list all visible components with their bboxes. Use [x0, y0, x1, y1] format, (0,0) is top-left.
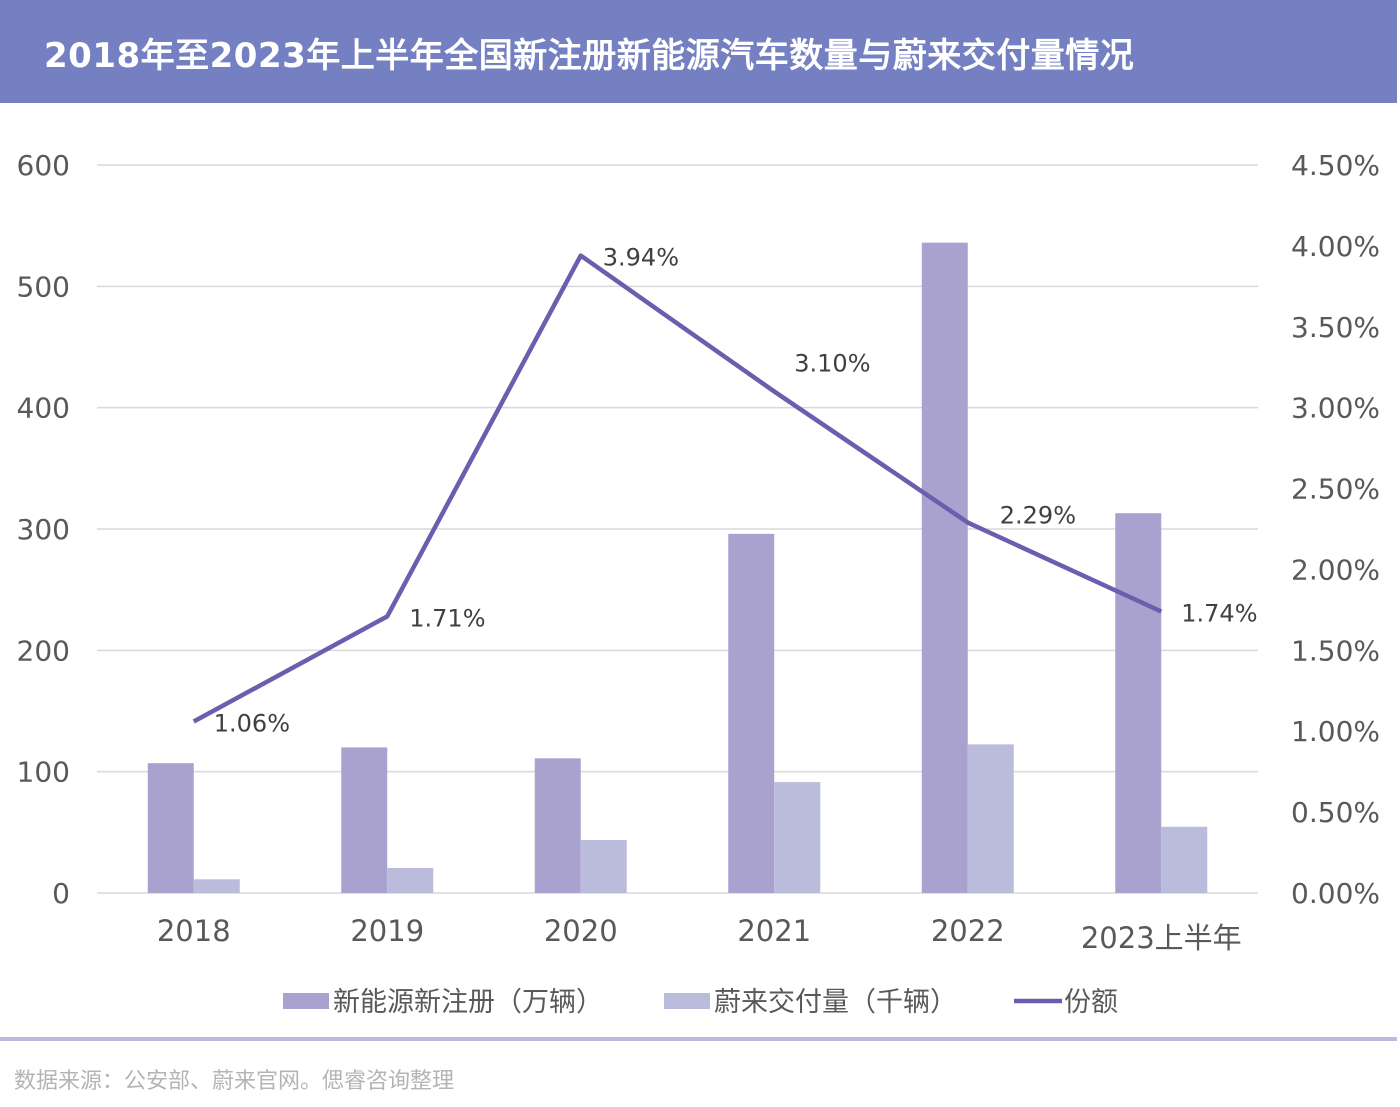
chart-title: 2018年至2023年上半年全国新注册新能源汽车数量与蔚来交付量情况 — [44, 36, 1135, 76]
legend-deliveries-swatch — [664, 993, 710, 1009]
right-axis-tick-label: 0.50% — [1291, 796, 1380, 829]
legend-share-label: 份额 — [1064, 987, 1118, 1018]
left-axis-tick-label: 0 — [52, 877, 70, 910]
x-axis-tick-label: 2018 — [157, 914, 231, 948]
legend-registrations-label: 新能源新注册（万辆） — [333, 987, 603, 1018]
bar-deliveries — [1161, 826, 1208, 893]
x-axis-tick-label: 2022 — [931, 914, 1005, 948]
share-data-label: 3.94% — [603, 244, 679, 272]
x-axis-tick-label: 2023上半年 — [1081, 921, 1242, 955]
right-axis-tick-label: 2.50% — [1291, 473, 1380, 506]
bar-registrations — [1115, 513, 1162, 893]
right-axis-tick-label: 2.00% — [1291, 553, 1380, 586]
bar-deliveries — [193, 879, 240, 893]
bar-deliveries — [387, 868, 434, 893]
legend-deliveries-label: 蔚来交付量（千辆） — [714, 987, 957, 1018]
line-share — [192, 253, 1163, 724]
share-data-label: 2.29% — [1000, 502, 1076, 530]
right-axis-tick-label: 3.00% — [1291, 392, 1380, 425]
right-axis-tick-label: 1.50% — [1291, 634, 1380, 667]
share-data-label: 1.06% — [214, 710, 290, 738]
bar-deliveries — [967, 744, 1014, 893]
bar-registrations — [534, 758, 581, 893]
x-axis-tick-label: 2020 — [544, 914, 618, 948]
share-data-label: 3.10% — [794, 349, 870, 377]
chart-header: 2018年至2023年上半年全国新注册新能源汽车数量与蔚来交付量情况 — [0, 0, 1397, 103]
bar-registrations — [921, 242, 968, 894]
source-divider — [0, 1037, 1397, 1041]
bar-registrations — [341, 747, 388, 893]
right-axis-tick-label: 1.00% — [1291, 715, 1380, 748]
right-axis-tick-label: 3.50% — [1291, 311, 1380, 344]
x-axis-tick-label: 2021 — [737, 914, 811, 948]
share-data-label: 1.74% — [1181, 600, 1257, 628]
right-axis-tick-label: 0.00% — [1291, 877, 1380, 910]
source-note: 数据来源：公安部、蔚来官网。偲睿咨询整理 — [14, 1069, 455, 1094]
left-axis-tick-label: 400 — [17, 392, 70, 425]
bar-registrations — [147, 763, 194, 893]
x-axis-tick-label: 2019 — [350, 914, 424, 948]
bar-registrations — [728, 533, 775, 893]
right-axis-tick-label: 4.00% — [1291, 230, 1380, 263]
left-axis-tick-label: 300 — [17, 513, 70, 546]
legend-registrations-swatch — [283, 993, 329, 1009]
left-axis-tick-label: 600 — [17, 149, 70, 182]
bar-deliveries — [774, 782, 821, 893]
left-axis-tick-label: 100 — [17, 756, 70, 789]
bar-deliveries — [580, 839, 627, 893]
left-axis-tick-label: 200 — [17, 634, 70, 667]
left-axis-tick-label: 500 — [17, 270, 70, 303]
share-data-label: 1.71% — [409, 604, 485, 632]
right-axis-tick-label: 4.50% — [1291, 149, 1380, 182]
